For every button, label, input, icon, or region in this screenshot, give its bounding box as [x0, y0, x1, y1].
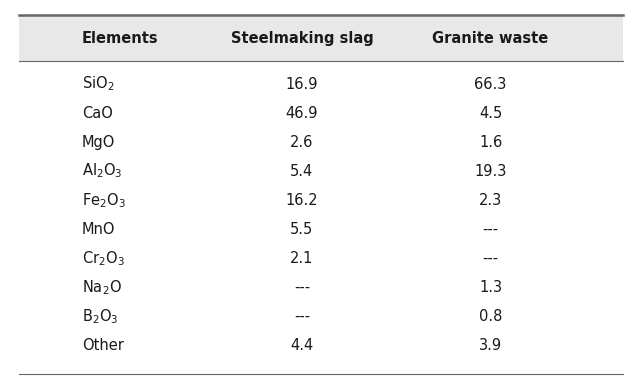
Text: Steelmaking slag: Steelmaking slag: [231, 31, 373, 46]
Text: 4.5: 4.5: [479, 105, 502, 121]
Text: 46.9: 46.9: [286, 105, 318, 121]
Text: 5.4: 5.4: [291, 163, 313, 179]
Text: ---: ---: [482, 251, 499, 266]
Text: Na$_2$O: Na$_2$O: [82, 278, 121, 296]
Text: MnO: MnO: [82, 222, 115, 237]
Text: 4.4: 4.4: [291, 338, 313, 353]
Text: Al$_2$O$_3$: Al$_2$O$_3$: [82, 162, 122, 180]
Text: 16.2: 16.2: [286, 193, 318, 208]
Text: 66.3: 66.3: [474, 76, 507, 92]
Text: 5.5: 5.5: [291, 222, 313, 237]
Text: B$_2$O$_3$: B$_2$O$_3$: [82, 307, 118, 325]
Text: MgO: MgO: [82, 134, 115, 150]
Text: 2.6: 2.6: [290, 134, 314, 150]
Text: 2.1: 2.1: [290, 251, 314, 266]
Text: 3.9: 3.9: [479, 338, 502, 353]
Text: 2.3: 2.3: [479, 193, 502, 208]
Text: Other: Other: [82, 338, 124, 353]
Text: 1.6: 1.6: [479, 134, 502, 150]
Text: 0.8: 0.8: [479, 309, 503, 324]
Text: 1.3: 1.3: [479, 280, 502, 295]
Text: 19.3: 19.3: [474, 163, 507, 179]
FancyBboxPatch shape: [19, 15, 623, 61]
Text: Fe$_2$O$_3$: Fe$_2$O$_3$: [82, 191, 126, 209]
Text: SiO$_2$: SiO$_2$: [82, 75, 114, 93]
Text: Elements: Elements: [82, 31, 159, 46]
Text: Cr$_2$O$_3$: Cr$_2$O$_3$: [82, 249, 125, 267]
Text: ---: ---: [294, 309, 310, 324]
Text: CaO: CaO: [82, 105, 113, 121]
Text: ---: ---: [482, 222, 499, 237]
Text: ---: ---: [294, 280, 310, 295]
Text: 16.9: 16.9: [286, 76, 318, 92]
Text: Granite waste: Granite waste: [433, 31, 548, 46]
